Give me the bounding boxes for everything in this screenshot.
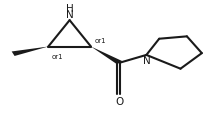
Text: or1: or1	[51, 54, 63, 60]
Polygon shape	[12, 46, 48, 56]
Text: H: H	[66, 4, 73, 14]
Polygon shape	[91, 46, 122, 64]
Text: N: N	[143, 56, 150, 66]
Text: or1: or1	[94, 38, 106, 44]
Text: O: O	[116, 97, 124, 108]
Text: N: N	[66, 10, 73, 20]
